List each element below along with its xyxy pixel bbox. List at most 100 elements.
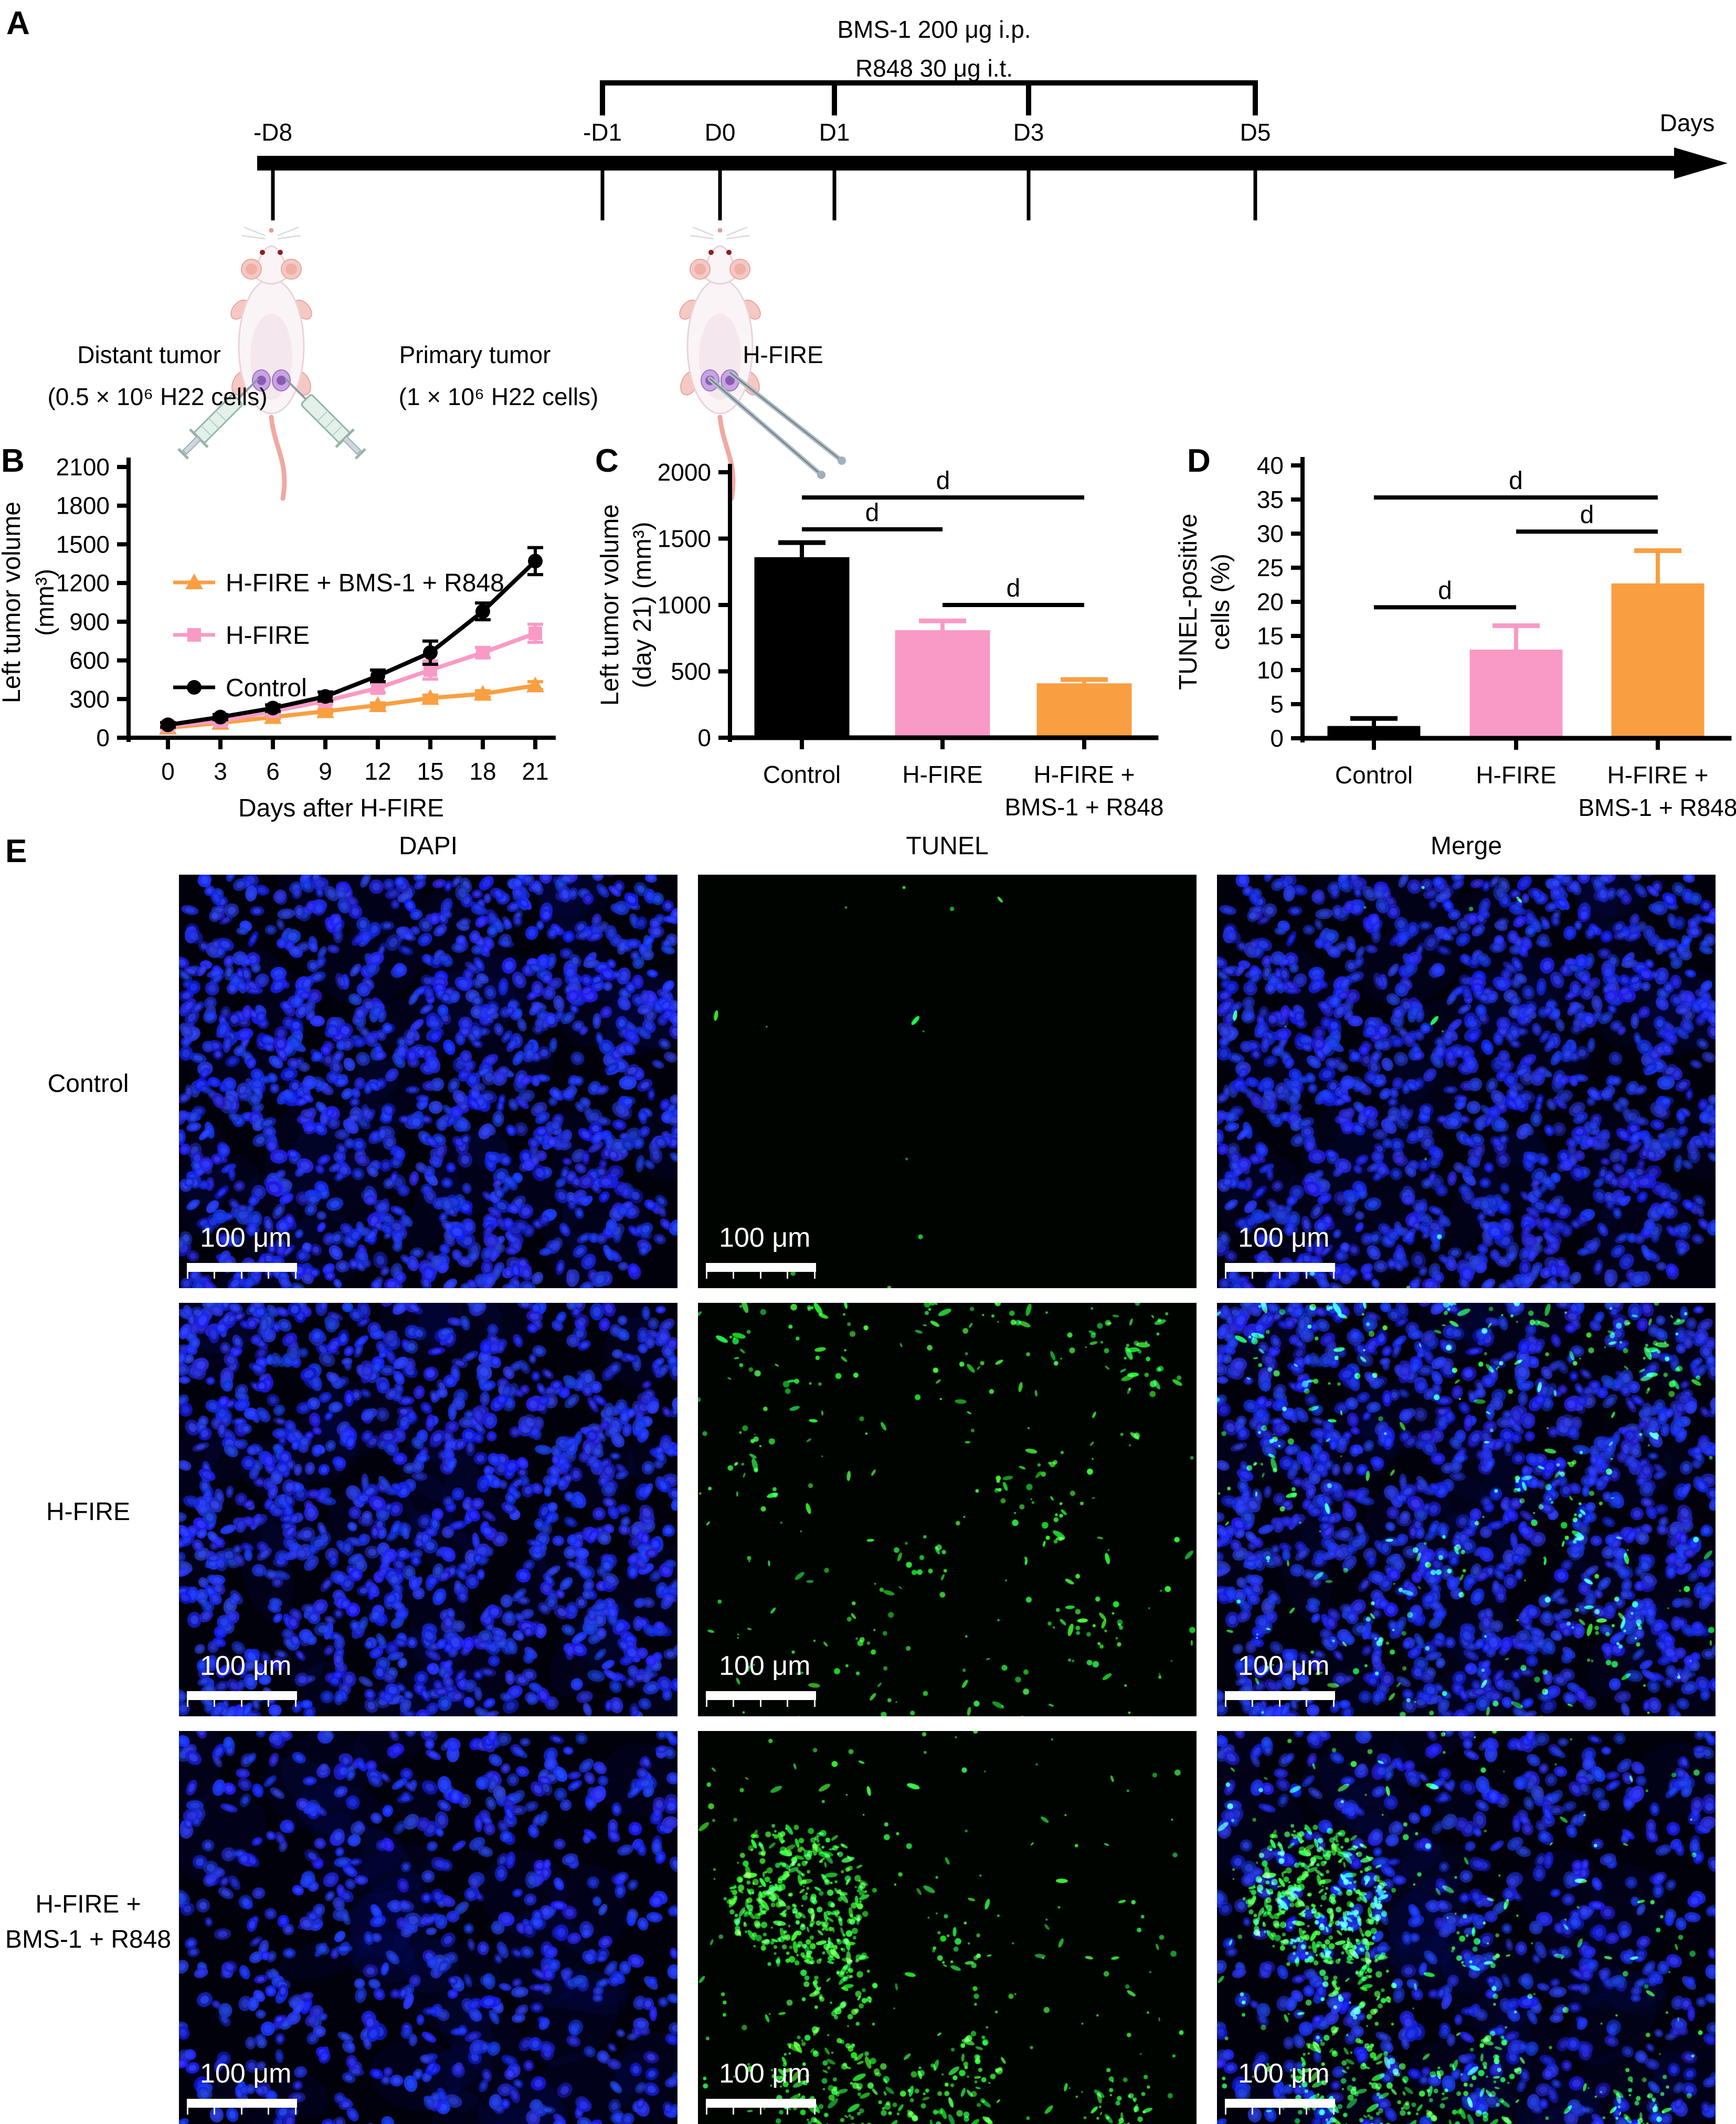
data-point-marker	[266, 700, 280, 716]
micrograph-canvas	[698, 1731, 1197, 2124]
x-tick-label: 6	[266, 758, 280, 785]
scale-bar-tick	[787, 2108, 788, 2115]
y-axis-title: TUNEL-positive	[1174, 514, 1202, 690]
data-point-marker	[213, 709, 228, 725]
scale-bar-tick	[1225, 1272, 1226, 1279]
y-tick-label: 20	[1257, 588, 1284, 615]
data-point-marker	[369, 696, 387, 713]
y-tick-label: 0	[96, 724, 110, 751]
scale-bar-tick	[187, 1700, 188, 1707]
x-category-label: Control	[1335, 761, 1413, 789]
x-category-label: H-FIRE	[902, 761, 982, 788]
timeline-arrowhead-icon	[1674, 147, 1728, 179]
scale-bar-tick	[214, 1272, 215, 1279]
y-axis-title: (mm³)	[31, 569, 59, 636]
micrograph-canvas	[179, 1731, 678, 2124]
panel-d-bar-chart: 0 5 10 15 20 25 30 35 40 Control H-FIRE H-FIRE + BMS…	[1174, 452, 1736, 821]
scale-bar-tick	[814, 1700, 816, 1707]
significance-label: d	[1580, 501, 1594, 529]
legend-marker	[187, 680, 202, 695]
y-tick-label: 1200	[56, 569, 110, 597]
treatment-label-bms: BMS-1 200 μg i.p.	[837, 16, 1031, 43]
scale-bar-tick	[268, 1272, 269, 1279]
scale-bar-tick	[241, 1272, 242, 1279]
scale-bar-tick	[1279, 2108, 1280, 2115]
scale-bar-label: 100 μm	[719, 2058, 811, 2089]
micrograph-canvas	[1217, 875, 1716, 1288]
micrograph-canvas	[1217, 1731, 1716, 2124]
y-tick-label: 0	[697, 724, 711, 751]
days-axis-label: Days	[1660, 109, 1715, 136]
y-axis-title: cells (%)	[1207, 554, 1235, 650]
bar	[1611, 583, 1705, 738]
y-axis-title: Left tumor volume	[0, 502, 26, 703]
scale-bar-tick	[187, 2108, 188, 2115]
y-tick-label: 40	[1257, 452, 1284, 479]
data-point-marker	[371, 681, 385, 695]
x-tick-label: 12	[364, 758, 391, 785]
scale-bar-tick	[760, 1272, 761, 1279]
data-point-marker	[421, 689, 439, 705]
x-category-label: H-FIRE	[1476, 761, 1556, 789]
scale-bar	[187, 2099, 297, 2108]
timeline-day-ticks	[271, 171, 1257, 220]
scale-bar	[1225, 2099, 1335, 2108]
scale-bar-tick	[1333, 1700, 1335, 1707]
column-header-dapi: DAPI	[398, 832, 458, 860]
y-tick-label: 500	[671, 658, 711, 685]
y-axis-title: (day 21) (mm³)	[629, 522, 657, 688]
scale-bar-label: 100 μm	[200, 1651, 292, 1681]
y-tick-label: 5	[1270, 691, 1284, 718]
scale-bar-tick	[1252, 1272, 1253, 1279]
significance-label: d	[936, 467, 950, 495]
treatment-bracket	[600, 80, 1258, 115]
scale-bar-tick	[295, 1700, 297, 1707]
timeline-tick-label: D3	[1013, 119, 1044, 146]
scale-bar-tick	[187, 1272, 188, 1279]
x-tick-label: 0	[161, 758, 175, 785]
scale-bar-tick	[214, 2108, 215, 2115]
scale-bar	[187, 1691, 297, 1700]
data-point-marker	[423, 645, 438, 660]
scale-bar-tick	[706, 1272, 707, 1279]
legend-label: H-FIRE + BMS-1 + R848	[226, 569, 504, 597]
legend-label: H-FIRE	[226, 622, 310, 650]
micrograph-dapi-control: 100 μm	[179, 875, 678, 1288]
micrograph-merge-h-fire-bms-1-r848: 100 μm	[1217, 1731, 1716, 2124]
micrograph-tunel-h-fire: 100 μm	[698, 1303, 1197, 1716]
scale-bar	[706, 1263, 816, 1272]
y-tick-label: 1500	[56, 530, 110, 558]
x-tick-label: 18	[469, 758, 496, 785]
x-tick-label: 15	[417, 758, 443, 785]
significance-label: d	[1438, 577, 1452, 604]
bar	[1036, 683, 1132, 738]
row-label-hfire: H-FIRE	[46, 1498, 130, 1526]
y-tick-label: 10	[1257, 656, 1284, 684]
primary-tumor-cells-label: (1 × 10⁶ H22 cells)	[399, 383, 599, 410]
micrograph-canvas	[698, 875, 1197, 1288]
scale-bar-tick	[1333, 1272, 1335, 1279]
hfire-procedure-label: H-FIRE	[743, 341, 823, 368]
scale-bar-label: 100 μm	[719, 1651, 811, 1681]
micrograph-canvas	[698, 1303, 1197, 1716]
timeline-tick-label: -D8	[253, 119, 292, 146]
data-point-marker	[474, 685, 492, 701]
electrode-icon	[707, 370, 846, 479]
timeline-tick-label: D5	[1240, 119, 1271, 146]
legend-label: Control	[226, 674, 307, 702]
panel-a-letter: A	[6, 5, 30, 41]
scale-bar-tick	[760, 1700, 761, 1707]
scale-bar-tick	[1225, 2108, 1226, 2115]
data-point-marker	[161, 717, 175, 732]
x-tick-label: 21	[522, 758, 548, 785]
data-point-marker	[526, 676, 544, 693]
data-point-marker	[528, 626, 542, 640]
scale-bar-tick	[787, 1272, 788, 1279]
scale-bar-tick	[1306, 1272, 1307, 1279]
y-tick-label: 2000	[658, 459, 711, 486]
micrograph-merge-control: 100 μm	[1217, 875, 1716, 1288]
scale-bar-label: 100 μm	[200, 2058, 292, 2089]
scale-bar-label: 100 μm	[1238, 2058, 1330, 2089]
timeline-bar	[257, 156, 1674, 171]
scale-bar-tick	[295, 1272, 297, 1279]
